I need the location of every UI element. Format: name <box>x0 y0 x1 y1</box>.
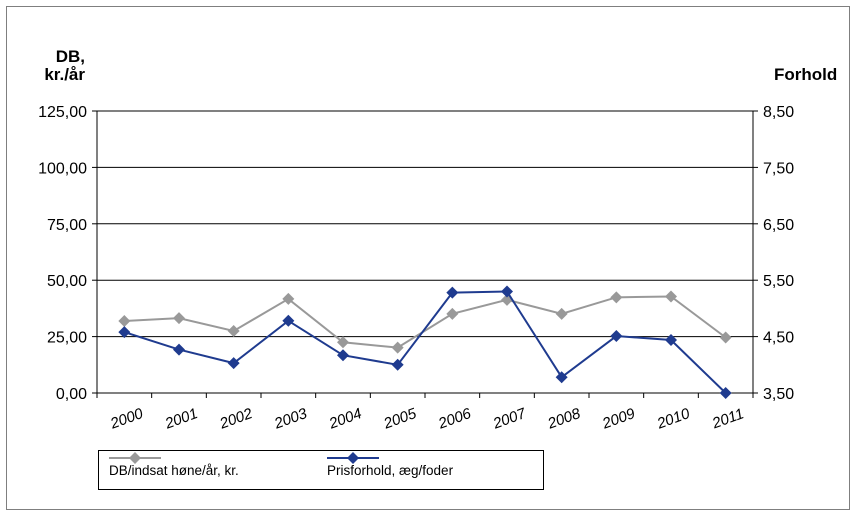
data-point-series-2 <box>118 326 131 339</box>
data-point-series-2 <box>719 387 732 399</box>
data-point-series-1 <box>446 307 459 320</box>
x-tick-label: 2007 <box>490 405 529 433</box>
right-tick-label: 5,50 <box>763 273 794 290</box>
legend-item-series-1: DB/indsat høne/år, kr. <box>109 451 239 489</box>
x-tick-label: 2003 <box>271 405 310 433</box>
data-point-series-2 <box>391 358 404 371</box>
left-tick-label: 0,00 <box>56 386 87 403</box>
legend: DB/indsat høne/år, kr. Prisforhold, æg/f… <box>98 450 544 490</box>
data-point-series-1 <box>227 324 240 337</box>
data-point-series-1 <box>391 341 404 354</box>
data-point-series-1 <box>282 292 295 305</box>
left-axis-title: DB, <box>56 47 85 66</box>
x-tick-label: 2009 <box>599 405 638 433</box>
x-tick-label: 2006 <box>435 405 474 433</box>
x-tick-label: 2008 <box>545 405 584 433</box>
x-tick-label: 2010 <box>654 405 693 433</box>
data-point-series-1 <box>665 290 677 303</box>
data-point-series-2 <box>337 349 349 362</box>
data-point-series-2 <box>227 357 240 370</box>
series-line-1 <box>124 295 727 349</box>
legend-swatch-series-2 <box>327 452 379 464</box>
series-line-2 <box>124 290 727 394</box>
left-axis-title: kr./år <box>44 65 85 84</box>
x-tick-label: 2002 <box>217 405 256 433</box>
right-tick-label: 4,50 <box>763 330 794 347</box>
data-point-series-2 <box>610 330 623 343</box>
data-point-series-2 <box>665 333 677 346</box>
data-point-series-2 <box>501 285 513 298</box>
data-point-series-1 <box>173 312 185 325</box>
data-point-series-1 <box>118 315 131 328</box>
x-tick-label: 2000 <box>107 405 146 433</box>
right-tick-label: 3,50 <box>763 386 794 403</box>
legend-swatch-series-1 <box>109 452 161 464</box>
left-tick-label: 125,00 <box>38 104 87 121</box>
left-tick-label: 100,00 <box>38 160 87 177</box>
legend-label-series-2: Prisforhold, æg/foder <box>327 462 454 478</box>
right-axis-title: Forhold <box>774 65 837 84</box>
right-tick-label: 6,50 <box>763 217 794 234</box>
data-point-series-2 <box>173 343 185 356</box>
data-point-series-1 <box>719 331 732 344</box>
left-tick-label: 75,00 <box>47 217 87 234</box>
data-point-series-1 <box>555 307 568 320</box>
data-point-series-2 <box>282 314 295 327</box>
left-tick-label: 25,00 <box>47 330 87 347</box>
chart-frame <box>6 6 850 510</box>
data-point-series-2 <box>555 371 568 384</box>
legend-item-series-2: Prisforhold, æg/foder <box>327 451 453 489</box>
x-tick-label: 2011 <box>709 405 746 432</box>
data-point-series-1 <box>610 291 623 304</box>
x-tick-label: 2004 <box>326 405 364 433</box>
legend-label-series-1: DB/indsat høne/år, kr. <box>109 462 239 478</box>
x-tick-label: 2001 <box>162 405 200 433</box>
right-tick-label: 8,50 <box>763 104 794 121</box>
x-tick-label: 2005 <box>381 405 420 433</box>
data-point-series-1 <box>337 336 349 349</box>
right-tick-label: 7,50 <box>763 160 794 177</box>
data-point-series-2 <box>446 286 459 299</box>
left-tick-label: 50,00 <box>47 273 87 290</box>
